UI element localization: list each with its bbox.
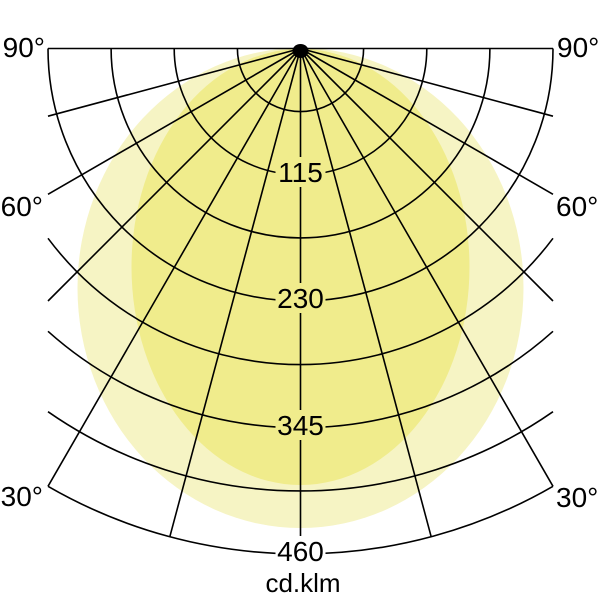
ring-value-labels: 115 230 345 460 bbox=[277, 157, 324, 567]
angle-label-30-left: 30° bbox=[1, 481, 43, 512]
angle-label-90-right: 90° bbox=[557, 32, 599, 63]
angle-label-90-left: 90° bbox=[3, 32, 45, 63]
ring-label-230: 230 bbox=[277, 283, 324, 314]
angle-labels: 90° 60° 30° 90° 60° 30° bbox=[1, 32, 600, 513]
grid-radial-60-left bbox=[47, 47, 301, 195]
ring-label-115: 115 bbox=[278, 157, 323, 188]
grid-radial-30-right bbox=[299, 48, 554, 487]
grid-radial-30-left bbox=[47, 48, 302, 487]
grid-radial-45-right bbox=[299, 47, 554, 302]
grid-radial-15-left bbox=[169, 48, 302, 538]
ring-label-460: 460 bbox=[277, 536, 324, 567]
origin-point bbox=[292, 44, 309, 58]
grid-radial-75-left bbox=[47, 47, 301, 117]
polar-grid bbox=[47, 47, 554, 555]
grid-arc-460 bbox=[47, 485, 554, 555]
unit-label: cd.klm bbox=[265, 568, 340, 598]
grid-radial-75-right bbox=[300, 47, 554, 117]
grid-radial-15-right bbox=[299, 48, 432, 538]
ring-label-345: 345 bbox=[277, 410, 324, 441]
angle-label-60-right: 60° bbox=[556, 191, 598, 222]
angle-label-60-left: 60° bbox=[1, 191, 43, 222]
grid-radial-45-left bbox=[47, 47, 302, 302]
grid-radial-60-right bbox=[300, 47, 554, 195]
angle-label-30-right: 30° bbox=[556, 482, 598, 513]
